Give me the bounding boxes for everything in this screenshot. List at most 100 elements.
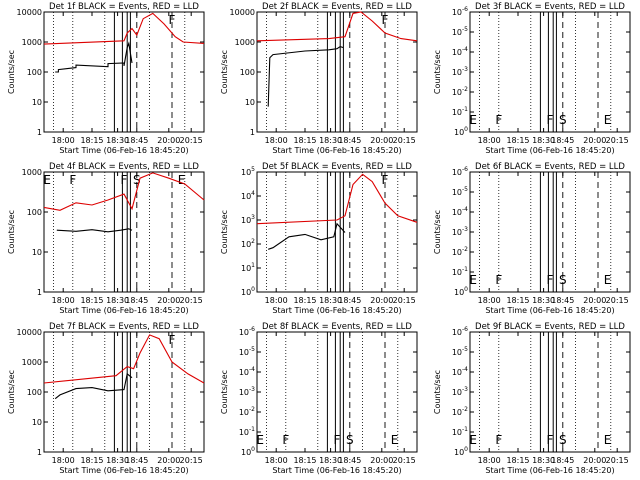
y-tick-label: 10: [32, 98, 42, 107]
y-tick-label: 100: [240, 68, 255, 77]
chart-panel-det-9f: Det 9f BLACK = Events, RED = LLD 100 10-1 1…: [433, 322, 631, 475]
interval-marker-e: E: [604, 273, 612, 287]
chart-panel-det-4f: Det 4f BLACK = Events, RED = LLD 1 10 100 10…: [7, 162, 205, 315]
plot-frame: [43, 171, 205, 293]
x-axis-label: Start Time (06-Feb-16 18:45:20): [485, 466, 614, 475]
x-tick-label: 18:45: [125, 136, 148, 145]
x-tick-label: 18:45: [338, 456, 361, 465]
series-line-red: [43, 172, 205, 211]
chart-title: Det 1f BLACK = Events, RED = LLD: [49, 2, 199, 12]
y-axis-label: Counts/sec: [433, 210, 442, 254]
x-tick-label: 18:15: [80, 136, 103, 145]
y-tick-label: 100: [454, 446, 468, 457]
x-tick-label: 18:00: [265, 456, 288, 465]
x-tick-label: 18:45: [551, 296, 574, 305]
y-axis-label: Counts/sec: [220, 210, 229, 254]
y-axis-label: Counts/sec: [433, 370, 442, 414]
x-tick-label: 20:15: [180, 296, 203, 305]
y-axis-label: Counts/sec: [220, 370, 229, 414]
chart-title: Det 3f BLACK = Events, RED = LLD: [475, 2, 625, 12]
y-tick-label: 10-3: [452, 226, 468, 237]
x-tick-label: 18:15: [506, 456, 529, 465]
y-tick-label: 102: [241, 238, 255, 249]
x-tick-label: 20:00: [583, 296, 606, 305]
interval-marker-s: S: [346, 433, 354, 447]
x-tick-label: 18:15: [80, 296, 103, 305]
y-tick-label: 10000: [230, 8, 255, 17]
x-axis-label: Start Time (06-Feb-16 18:45:20): [272, 146, 401, 155]
x-tick-label: 18:15: [293, 136, 316, 145]
y-tick-label: 100: [27, 68, 42, 77]
interval-marker-e: E: [391, 433, 399, 447]
x-tick-label: 18:30: [319, 456, 342, 465]
y-tick-label: 1: [37, 128, 42, 137]
y-tick-label: 10-2: [452, 246, 468, 257]
plot-frame: [256, 171, 418, 293]
interval-marker-f: F: [547, 273, 554, 287]
x-axis-label: Start Time (06-Feb-16 18:45:20): [272, 306, 401, 315]
y-tick-label: 10000: [17, 328, 42, 337]
y-tick-label: 10-1: [452, 106, 468, 117]
x-tick-label: 18:00: [52, 296, 75, 305]
interval-marker-f: F: [495, 433, 502, 447]
chart-panel-det-1f: Det 1f BLACK = Events, RED = LLD 1 10 100 10…: [7, 2, 205, 155]
series-line-black: [267, 45, 344, 107]
chart-title: Det 6f BLACK = Events, RED = LLD: [475, 162, 625, 172]
series-line-red: [256, 11, 418, 42]
series-line-red: [43, 12, 205, 45]
x-tick-label: 18:00: [478, 456, 501, 465]
x-tick-label: 18:00: [265, 296, 288, 305]
x-tick-label: 20:00: [157, 136, 180, 145]
x-tick-label: 20:15: [606, 456, 629, 465]
x-tick-label: 18:30: [319, 296, 342, 305]
y-tick-label: 10-5: [452, 346, 468, 357]
chart-title: Det 5f BLACK = Events, RED = LLD: [262, 162, 412, 172]
y-tick-label: 100: [454, 126, 468, 137]
y-tick-label: 10: [245, 98, 255, 107]
x-tick-label: 18:45: [338, 296, 361, 305]
interval-marker-f: F: [382, 173, 389, 187]
chart-title: Det 2f BLACK = Events, RED = LLD: [262, 2, 412, 12]
x-axis-label: Start Time (06-Feb-16 18:45:20): [485, 306, 614, 315]
y-tick-label: 103: [241, 214, 255, 225]
x-tick-label: 18:00: [478, 296, 501, 305]
x-axis-label: Start Time (06-Feb-16 18:45:20): [59, 306, 188, 315]
x-tick-label: 18:30: [106, 136, 129, 145]
y-tick-label: 10000: [17, 8, 42, 17]
y-tick-label: 1000: [235, 38, 255, 47]
y-tick-label: 10-2: [452, 406, 468, 417]
y-tick-label: 104: [241, 190, 255, 201]
y-tick-label: 101: [241, 262, 255, 273]
x-tick-label: 18:45: [125, 456, 148, 465]
interval-marker-f: F: [69, 173, 76, 187]
y-tick-label: 1000: [22, 38, 42, 47]
y-tick-label: 1000: [22, 358, 42, 367]
x-tick-label: 20:00: [370, 456, 393, 465]
x-tick-label: 20:00: [370, 136, 393, 145]
y-tick-label: 10-5: [239, 346, 255, 357]
plot-frame: [256, 11, 418, 133]
interval-marker-s: S: [559, 113, 567, 127]
y-tick-label: 10-3: [452, 386, 468, 397]
x-tick-label: 18:30: [106, 456, 129, 465]
interval-marker-f: F: [547, 113, 554, 127]
y-axis-label: Counts/sec: [7, 370, 16, 414]
interval-marker-e: E: [43, 173, 51, 187]
interval-marker-e: E: [604, 113, 612, 127]
x-tick-label: 18:00: [478, 136, 501, 145]
x-tick-label: 18:00: [265, 136, 288, 145]
y-axis-label: Counts/sec: [7, 210, 16, 254]
chart-panel-det-8f: Det 8f BLACK = Events, RED = LLD 100 10-1 1…: [220, 322, 418, 475]
y-axis-label: Counts/sec: [433, 50, 442, 94]
x-tick-label: 18:15: [80, 456, 103, 465]
x-tick-label: 18:30: [532, 296, 555, 305]
x-tick-label: 20:15: [393, 456, 416, 465]
interval-marker-f: F: [282, 433, 289, 447]
chart-title: Det 9f BLACK = Events, RED = LLD: [475, 322, 625, 332]
y-tick-label: 10-4: [452, 46, 468, 57]
interval-marker-e: E: [178, 173, 186, 187]
y-tick-label: 10-4: [452, 366, 468, 377]
interval-marker-s: S: [559, 433, 567, 447]
x-tick-label: 20:15: [180, 136, 203, 145]
